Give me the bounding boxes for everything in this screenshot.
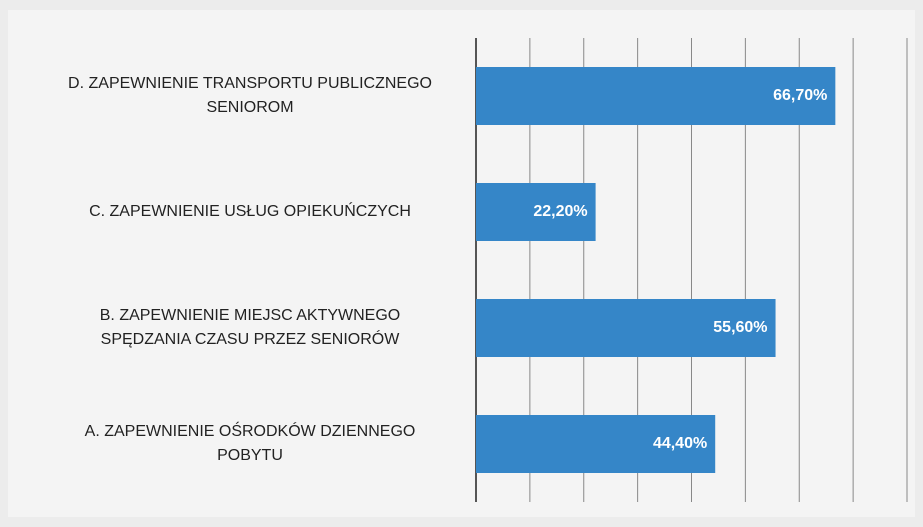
plot: 66,70% 22,20% 55,60% 44,40% — [475, 38, 908, 502]
value-label: 44,40% — [653, 435, 707, 452]
value-label: 55,60% — [713, 319, 767, 336]
chart: 66,70% 22,20% 55,60% 44,40% D. ZAPEWNIENIE … — [8, 10, 915, 517]
category-label: A. ZAPEWNIENIE OŚRODKÓW DZIENNEGO POBYTU — [84, 423, 416, 464]
category-label: B. ZAPEWNIENIE MIEJSC AKTYWNEGO SPĘDZANI… — [99, 307, 401, 348]
bar — [476, 67, 836, 125]
bar — [476, 299, 776, 357]
value-label: 22,20% — [533, 203, 587, 220]
category-label: D. ZAPEWNIENIE TRANSPORTU PUBLICZNEGO SE… — [68, 75, 432, 116]
category-label: C. ZAPEWNIENIE USŁUG OPIEKUŃCZYCH — [89, 203, 411, 220]
value-label: 66,70% — [773, 87, 827, 104]
bar — [476, 183, 596, 241]
bar — [476, 415, 716, 473]
